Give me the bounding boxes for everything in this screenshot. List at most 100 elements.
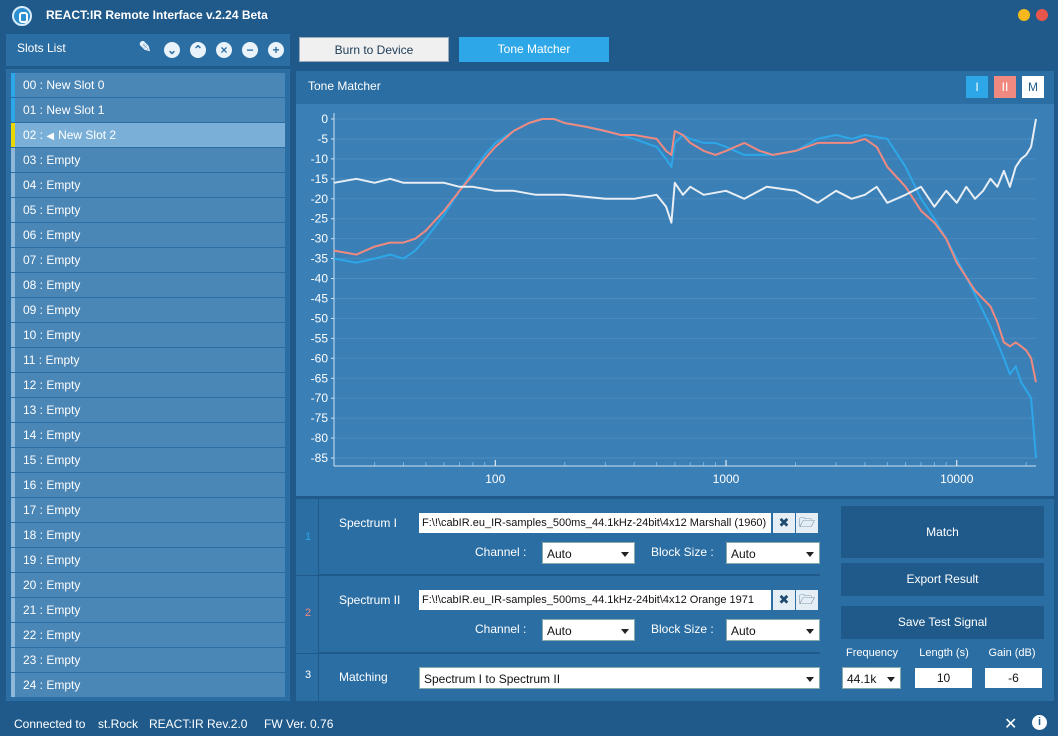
- y-tick-label: 0: [321, 112, 328, 126]
- channel-i-button[interactable]: I: [966, 76, 988, 98]
- move-up-icon[interactable]: ⌃: [190, 42, 206, 58]
- save-test-signal-button[interactable]: Save Test Signal: [841, 606, 1044, 639]
- slot-item[interactable]: 22 : Empty: [11, 623, 285, 647]
- slot-item[interactable]: 08 : Empty: [11, 273, 285, 297]
- chevron-down-icon: [621, 552, 629, 557]
- slot-name: New Slot 0: [46, 78, 105, 92]
- slot-status-marker: [11, 623, 15, 647]
- frequency-select[interactable]: 44.1k: [842, 667, 901, 689]
- spectrum-1-path[interactable]: F:\!\cabIR.eu_IR-samples_500ms_44.1kHz-2…: [419, 513, 771, 533]
- slot-label: 08 : Empty: [23, 273, 80, 297]
- device-revision: REACT:IR Rev.2.0: [149, 717, 248, 731]
- slot-item[interactable]: 14 : Empty: [11, 423, 285, 447]
- slot-item[interactable]: 23 : Empty: [11, 648, 285, 672]
- close-button[interactable]: [1036, 9, 1048, 21]
- slot-name: Empty: [46, 628, 81, 642]
- slots-title: Slots List: [17, 41, 66, 55]
- slot-status-marker: [11, 523, 15, 547]
- app-logo-icon: [12, 6, 32, 26]
- slot-label: 04 : Empty: [23, 173, 80, 197]
- spectrum-1-clear-icon[interactable]: ✖: [773, 513, 795, 533]
- slot-item[interactable]: 05 : Empty: [11, 198, 285, 222]
- slot-item[interactable]: 06 : Empty: [11, 223, 285, 247]
- slot-item[interactable]: 01 : New Slot 1: [11, 98, 285, 122]
- slot-number: 06 :: [23, 228, 44, 242]
- slot-status-marker: [11, 398, 15, 422]
- y-tick-label: -60: [311, 351, 329, 365]
- x-tick-label: 10000: [940, 472, 974, 486]
- move-down-icon[interactable]: ⌄: [164, 42, 180, 58]
- slot-item[interactable]: 00 : New Slot 0: [11, 73, 285, 97]
- slot-name: Empty: [46, 578, 81, 592]
- slot-label: 01 : New Slot 1: [23, 98, 104, 122]
- slot-label: 05 : Empty: [23, 198, 80, 222]
- index-separator: [318, 499, 319, 701]
- slot-item[interactable]: 11 : Empty: [11, 348, 285, 372]
- remove-icon[interactable]: −: [242, 42, 258, 58]
- slot-item[interactable]: 15 : Empty: [11, 448, 285, 472]
- slot-status-marker: [11, 498, 15, 522]
- slot-item[interactable]: 19 : Empty: [11, 548, 285, 572]
- slot-number: 10 :: [23, 328, 44, 342]
- spectrum-1-block-value: Auto: [731, 547, 756, 561]
- channel-m-button[interactable]: M: [1022, 76, 1044, 98]
- match-button[interactable]: Match: [841, 506, 1044, 558]
- chevron-down-icon: [806, 677, 814, 682]
- slot-name: Empty: [46, 378, 81, 392]
- slot-item[interactable]: 07 : Empty: [11, 248, 285, 272]
- clear-icon[interactable]: ×: [216, 42, 232, 58]
- burn-to-device-button[interactable]: Burn to Device: [299, 37, 449, 62]
- slot-item[interactable]: 04 : Empty: [11, 173, 285, 197]
- info-icon[interactable]: i: [1032, 715, 1047, 730]
- y-tick-label: -5: [317, 132, 328, 146]
- spectrum-2-folder-icon[interactable]: 🗁: [796, 590, 818, 610]
- export-result-button[interactable]: Export Result: [841, 563, 1044, 596]
- spectrum-1-block-select[interactable]: Auto: [726, 542, 820, 564]
- spectrum-1-index: 1: [304, 531, 312, 543]
- length-input[interactable]: 10: [915, 668, 972, 688]
- slot-number: 02 :: [23, 128, 44, 142]
- minimize-button[interactable]: [1018, 9, 1030, 21]
- row-separator: [296, 575, 318, 576]
- slot-item[interactable]: 13 : Empty: [11, 398, 285, 422]
- add-icon[interactable]: +: [268, 42, 284, 58]
- spectrum-2-clear-icon[interactable]: ✖: [773, 590, 795, 610]
- y-tick-label: -65: [311, 371, 329, 385]
- matching-select[interactable]: Spectrum I to Spectrum II: [419, 667, 820, 689]
- slot-item[interactable]: 09 : Empty: [11, 298, 285, 322]
- slot-item[interactable]: 16 : Empty: [11, 473, 285, 497]
- spectrum-2-block-value: Auto: [731, 624, 756, 638]
- slot-item[interactable]: 17 : Empty: [11, 498, 285, 522]
- matched-series: [333, 118, 1037, 224]
- spectrum-2-channel-select[interactable]: Auto: [542, 619, 635, 641]
- slot-item[interactable]: 21 : Empty: [11, 598, 285, 622]
- tools-icon[interactable]: ✕: [1004, 716, 1018, 733]
- pencil-icon[interactable]: ✎: [138, 39, 152, 56]
- slot-item[interactable]: 24 : Empty: [11, 673, 285, 697]
- title-bar: REACT:IR Remote Interface v.2.24 Beta: [0, 0, 1058, 31]
- spectrum-2-index: 2: [304, 607, 312, 619]
- channel-ii-button[interactable]: II: [994, 76, 1016, 98]
- slot-item[interactable]: 20 : Empty: [11, 573, 285, 597]
- slot-item[interactable]: 03 : Empty: [11, 148, 285, 172]
- slot-label: 10 : Empty: [23, 323, 80, 347]
- spectrum-1-channel-select[interactable]: Auto: [542, 542, 635, 564]
- spectrum-2-block-select[interactable]: Auto: [726, 619, 820, 641]
- spectrum-1-series: [333, 118, 1037, 459]
- tone-matcher-button[interactable]: Tone Matcher: [459, 37, 609, 62]
- slot-number: 18 :: [23, 528, 44, 542]
- device-name: st.Rock: [98, 717, 139, 731]
- slot-item[interactable]: 10 : Empty: [11, 323, 285, 347]
- slot-number: 01 :: [23, 103, 44, 117]
- slot-item[interactable]: 02 : ◀ New Slot 2: [11, 123, 285, 147]
- slot-item[interactable]: 18 : Empty: [11, 523, 285, 547]
- chevron-down-icon: [806, 629, 814, 634]
- slot-status-marker: [11, 248, 15, 272]
- slot-status-marker: [11, 373, 15, 397]
- spectrum-2-path[interactable]: F:\!\cabIR.eu_IR-samples_500ms_44.1kHz-2…: [419, 590, 771, 610]
- spectrum-1-folder-icon[interactable]: 🗁: [796, 513, 818, 533]
- row-separator: [296, 653, 318, 654]
- slot-item[interactable]: 12 : Empty: [11, 373, 285, 397]
- gain-input[interactable]: -6: [985, 668, 1042, 688]
- y-tick-label: -25: [311, 212, 329, 226]
